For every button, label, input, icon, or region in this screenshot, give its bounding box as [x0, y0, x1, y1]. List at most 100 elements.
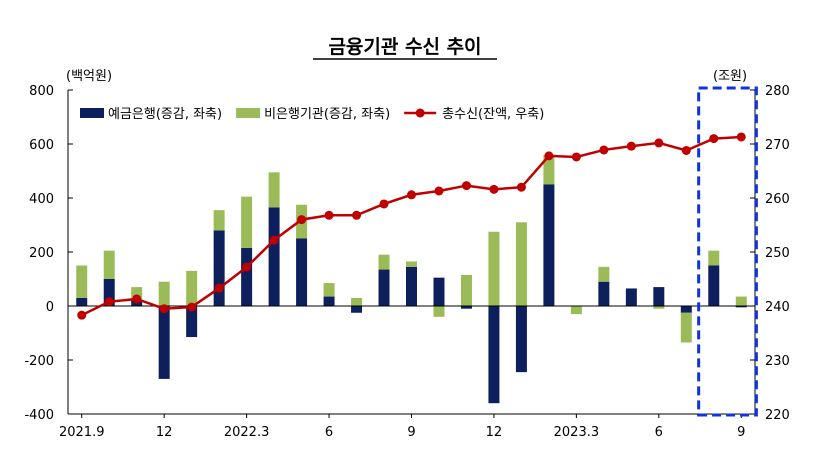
bar-nonbank: [186, 270, 198, 306]
total-deposit-point: [132, 294, 142, 304]
line-series: [77, 132, 746, 320]
x-tick-label: 12: [156, 425, 173, 440]
left-tick-label: -400: [24, 408, 54, 423]
bar-bank: [378, 269, 390, 306]
bar-bank: [351, 306, 363, 313]
x-tick-label: 2021.9: [59, 425, 105, 440]
bar-nonbank: [680, 312, 692, 343]
x-tick-label: 6: [325, 425, 333, 440]
total-deposit-point: [214, 283, 224, 293]
total-deposit-point: [434, 186, 444, 196]
left-tick-label: -200: [24, 354, 54, 369]
total-deposit-point: [709, 134, 719, 144]
bar-bank: [680, 306, 692, 313]
total-deposit-point: [681, 145, 691, 155]
legend-swatch-total-marker: [415, 108, 425, 118]
total-deposit-point: [571, 152, 581, 162]
x-tick-label: 12: [486, 425, 503, 440]
bar-bank: [186, 306, 198, 338]
bar-bank: [296, 238, 308, 306]
bar-nonbank: [735, 296, 747, 306]
bar-bank: [213, 230, 225, 306]
bar-nonbank: [598, 266, 610, 282]
bar-bank: [708, 265, 720, 306]
bar-bank: [625, 288, 637, 306]
right-tick-label: 260: [765, 192, 790, 207]
bar-nonbank: [323, 283, 335, 297]
bar-nonbank: [213, 210, 225, 231]
right-y-axis: 280 270 260 250 240 230 220: [750, 84, 790, 423]
total-deposit-point: [379, 199, 389, 209]
total-deposit-point: [242, 262, 252, 272]
total-deposit-point: [461, 181, 471, 191]
total-deposit-point: [736, 132, 746, 142]
bar-bank: [323, 296, 335, 306]
right-tick-label: 280: [765, 84, 790, 99]
legend: 예금은행(증감, 좌축) 비은행기관(증감, 좌축) 총수신(잔액, 우축): [80, 106, 544, 122]
bar-bank: [488, 306, 500, 404]
x-tick-label: 2023.3: [554, 425, 600, 440]
bars: [76, 154, 747, 404]
left-tick-label: 600: [29, 138, 54, 153]
left-tick-label: 800: [29, 84, 54, 99]
bar-bank: [76, 297, 88, 306]
bar-nonbank: [433, 306, 445, 317]
x-axis: 2021.9 12 2022.3 6 9 12 2023.3 6 9: [59, 414, 745, 440]
bar-bank: [433, 277, 445, 306]
total-deposit-point: [599, 145, 609, 155]
bar-nonbank: [103, 250, 115, 279]
total-deposit-point: [654, 138, 664, 148]
plot-frame: [67, 90, 756, 415]
x-tick-label: 9: [737, 425, 745, 440]
bar-nonbank: [378, 254, 390, 270]
highlight-box: [697, 86, 758, 417]
x-tick-label: 2022.3: [224, 425, 270, 440]
total-deposit-point: [187, 302, 197, 312]
bar-nonbank: [241, 196, 253, 248]
total-deposit-point: [352, 210, 362, 220]
legend-swatch-bank: [80, 108, 104, 118]
bar-bank: [268, 207, 280, 306]
total-deposit-point: [297, 215, 307, 225]
bar-nonbank: [158, 281, 170, 306]
bar-bank: [653, 287, 665, 306]
total-deposit-point: [104, 297, 114, 307]
legend-swatch-nonbank: [236, 108, 261, 118]
total-deposit-point: [269, 235, 279, 245]
bar-nonbank: [460, 274, 472, 306]
right-tick-label: 250: [765, 246, 790, 261]
left-y-axis: 800 600 400 200 0 -200 -400: [24, 84, 73, 423]
bar-bank: [406, 266, 417, 306]
bar-nonbank: [406, 261, 417, 267]
bar-bank: [515, 306, 527, 373]
bar-nonbank: [76, 265, 88, 298]
left-axis-unit: (백억원): [66, 69, 112, 84]
total-deposit-point: [544, 151, 554, 161]
bar-nonbank: [268, 172, 280, 208]
bar-nonbank: [543, 154, 555, 185]
bar-bank: [103, 279, 115, 306]
bar-bank: [460, 306, 472, 309]
right-axis-unit: (조원): [713, 69, 747, 84]
bar-nonbank: [708, 250, 720, 266]
right-tick-label: 220: [765, 408, 790, 423]
right-tick-label: 230: [765, 354, 790, 369]
total-deposit-point: [324, 210, 334, 220]
bar-bank: [158, 306, 170, 379]
legend-label-total: 총수신(잔액, 우축): [442, 107, 544, 122]
bar-nonbank: [488, 231, 500, 306]
chart-title: 금융기관 수신 추이: [328, 36, 481, 58]
total-deposit-point: [516, 182, 526, 192]
left-tick-label: 400: [29, 192, 54, 207]
bar-nonbank: [570, 306, 582, 315]
legend-label-bank: 예금은행(증감, 좌축): [108, 106, 222, 122]
left-tick-label: 0: [46, 300, 54, 315]
bar-bank: [598, 281, 610, 306]
total-deposit-point: [407, 190, 416, 200]
bar-nonbank: [351, 297, 363, 306]
total-deposit-point: [626, 141, 636, 151]
left-tick-label: 200: [29, 246, 54, 261]
total-deposit-point: [489, 184, 499, 194]
x-tick-label: 9: [407, 425, 415, 440]
